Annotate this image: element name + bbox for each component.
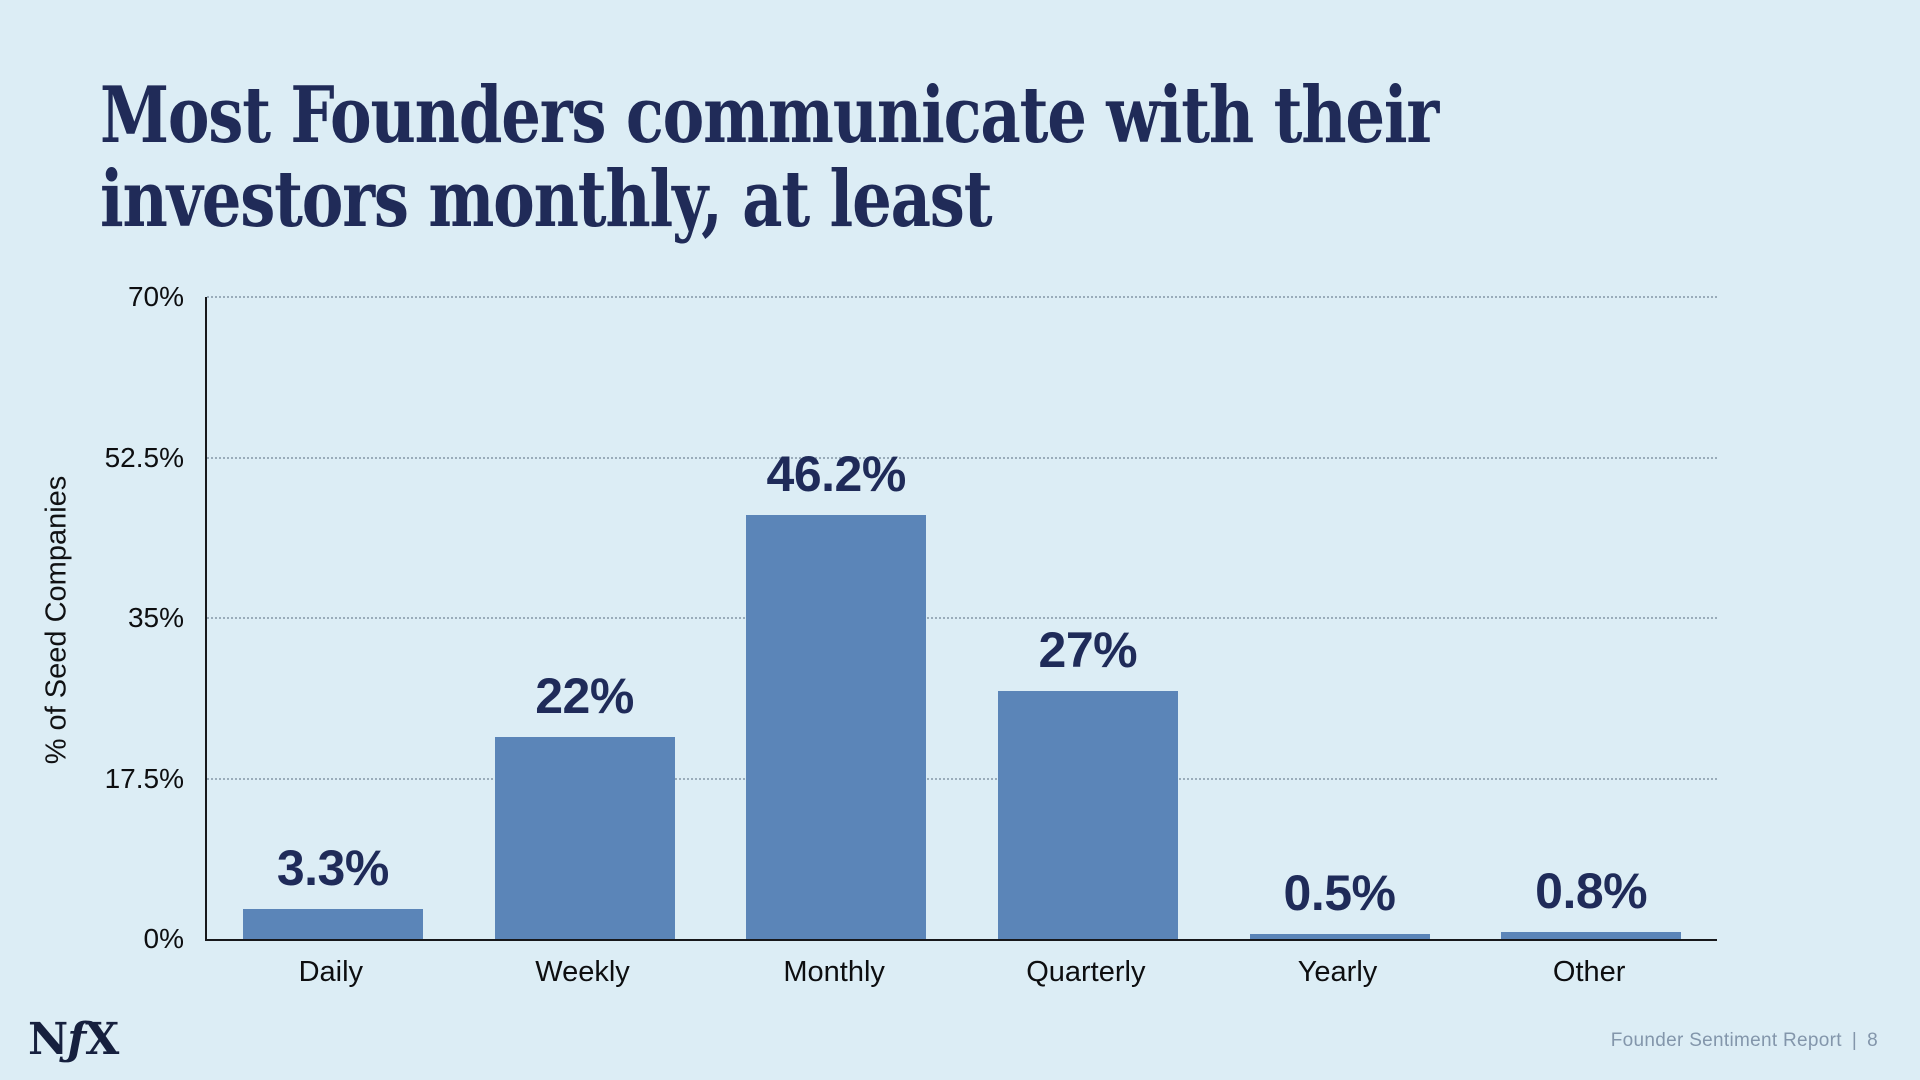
y-tick-label: 17.5%	[104, 762, 184, 794]
gridline-52.5	[207, 456, 1717, 459]
footer-page-number: 8	[1867, 1030, 1878, 1051]
y-tick-label: 35%	[127, 602, 184, 633]
bar-value-label: 0.5%	[1283, 865, 1396, 921]
gridline-17.5	[207, 777, 1717, 780]
bar-daily	[242, 909, 423, 939]
footer-separator: |	[1851, 1030, 1858, 1051]
bar-quarterly	[997, 691, 1178, 939]
bar-other	[1501, 932, 1682, 939]
bar-yearly	[1249, 934, 1430, 939]
y-tick-label: 0%	[143, 923, 184, 954]
x-axis-label-yearly: Yearly	[1297, 956, 1378, 988]
bar-value-label: 0.8%	[1535, 863, 1648, 919]
bar-value-label: 46.2%	[766, 446, 907, 502]
slide-title-line-2: investors monthly, at least	[100, 154, 993, 245]
logo-letter-f: ƒ	[67, 1014, 86, 1065]
bar-weekly	[494, 737, 675, 939]
x-axis-category-labels: Daily Weekly Monthly Quarterly Yearly Other	[205, 956, 1715, 1000]
gridline-70	[207, 296, 1717, 298]
logo-letter-n: N	[28, 1014, 68, 1065]
x-axis-label-weekly: Weekly	[535, 956, 630, 988]
x-axis-label-monthly: Monthly	[783, 956, 885, 988]
bar-value-label: 22%	[535, 668, 634, 724]
footer-report-name: Founder Sentiment Report	[1610, 1030, 1842, 1051]
bar-value-label: 3.3%	[276, 840, 389, 896]
footer: Founder Sentiment Report | 8	[1611, 1030, 1878, 1052]
y-tick-label: 52.5%	[104, 441, 184, 473]
x-axis-label-other: Other	[1552, 956, 1626, 988]
nfx-logo: NƒX	[28, 1014, 119, 1065]
y-axis-tick-labels: 0% 17.5% 35% 52.5% 70%	[0, 281, 184, 954]
bar-value-label: 27%	[1038, 622, 1138, 678]
slide-title-line-1: Most Founders communicate with their	[100, 70, 1439, 161]
x-axis-label-daily: Daily	[298, 956, 364, 988]
y-tick-label: 70%	[127, 281, 184, 312]
x-axis-label-quarterly: Quarterly	[1026, 956, 1146, 988]
bar-monthly	[746, 515, 927, 939]
gridline-35	[207, 617, 1717, 619]
slide-title: Most Founders communicate with their inv…	[100, 70, 1439, 245]
logo-letter-x: X	[85, 1014, 119, 1065]
plot-area: 3.3% 22% 46.2% 27% 0.5% 0.8%	[205, 296, 1717, 941]
